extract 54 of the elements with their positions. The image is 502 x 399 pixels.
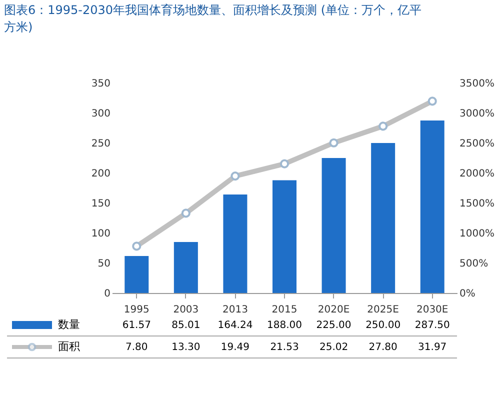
x-tick-label: 1995 [124, 304, 150, 316]
y-tick-label: 0 [104, 288, 110, 300]
legend-label: 面积 [58, 340, 80, 353]
point [378, 122, 388, 131]
y-tick-label: 50 [98, 258, 110, 270]
point [181, 208, 190, 218]
y-tick-label: 150 [91, 198, 110, 210]
chart-title: 图表6：1995-2030年我国体育场地数量、面积增长及预测 (单位：万个，亿平方米) [4, 3, 422, 34]
bar [174, 242, 198, 293]
bar [322, 158, 346, 293]
x-tick-label: 2020E [318, 304, 350, 316]
x-tick-label: 2025E [367, 304, 399, 316]
y2-tick-label: 2000% [460, 168, 494, 180]
y-tick-label: 200 [91, 168, 110, 180]
y-tick-label: 250 [91, 138, 110, 150]
data-label: 61.57 [122, 320, 151, 331]
x-tick-label: 2013 [222, 304, 248, 316]
data-label: 21.53 [270, 342, 299, 353]
data-label: 164.24 [218, 320, 253, 331]
y2-tick-label: 3500% [460, 78, 494, 90]
bar [371, 143, 396, 293]
data-label: 27.80 [368, 342, 398, 353]
y-tick-label: 100 [91, 228, 110, 240]
data-label: 13.30 [172, 342, 200, 353]
bar [272, 180, 296, 293]
data-label: 225.00 [316, 320, 352, 331]
legend-label: 数量 [58, 318, 80, 331]
bar [420, 120, 444, 293]
y2-tick-label: 1000% [460, 228, 494, 240]
x-tick-label: 2015 [272, 304, 298, 316]
data-label: 7.80 [126, 342, 148, 353]
data-label: 31.97 [418, 342, 447, 353]
y-tick-label: 350 [91, 78, 110, 90]
y2-tick-label: 0% [460, 288, 476, 300]
data-label: 287.50 [414, 320, 450, 331]
point [132, 242, 142, 251]
x-tick-label: 2003 [173, 304, 199, 316]
bar [124, 256, 149, 293]
y-tick-label: 300 [91, 108, 110, 120]
data-label: 188.00 [267, 320, 302, 331]
y2-tick-label: 2500% [460, 138, 494, 150]
y2-tick-label: 500% [460, 258, 488, 270]
data-label: 250.00 [366, 320, 401, 331]
point [428, 96, 437, 106]
y2-tick-label: 3000% [460, 108, 494, 120]
point [280, 159, 290, 168]
point [230, 172, 240, 181]
bar [223, 194, 248, 293]
y2-tick-label: 1500% [460, 198, 494, 210]
data-label: 19.49 [220, 342, 250, 353]
data-label: 25.02 [319, 342, 348, 353]
data-label: 85.01 [172, 320, 200, 331]
x-tick-label: 2030E [416, 304, 448, 316]
point [329, 138, 338, 148]
